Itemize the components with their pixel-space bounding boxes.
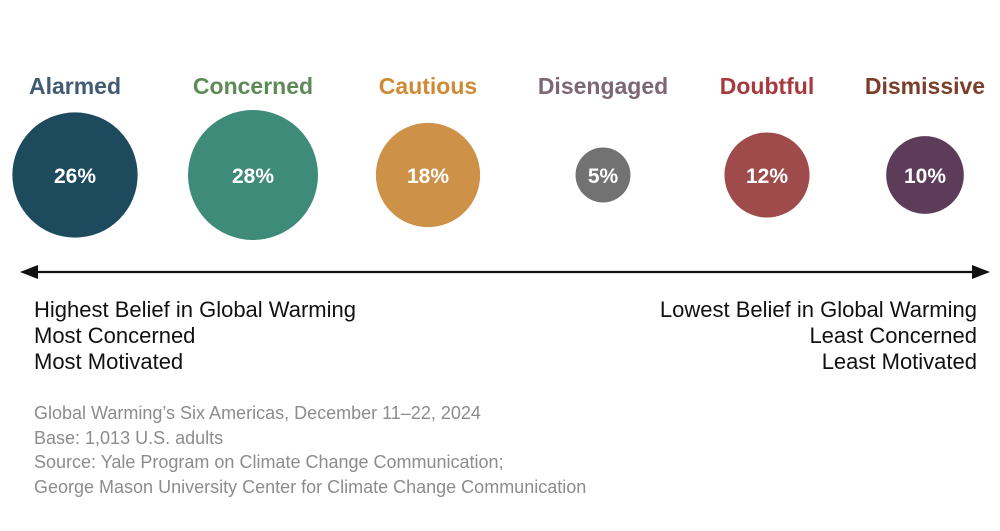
segment-bubble-dismissive [886, 136, 964, 214]
segment-label-dismissive: Dismissive [865, 73, 985, 99]
axis-right-line-3: Least Motivated [821, 349, 977, 374]
axis-right-line-2: Least Concerned [809, 323, 977, 348]
segment-bubble-disengaged [575, 147, 631, 203]
axis-right-line-1: Lowest Belief in Global Warming [659, 297, 977, 322]
axis-left-line-2: Most Concerned [34, 323, 196, 348]
segment-value-alarmed: 26% [54, 165, 96, 188]
source-line-base: Base: 1,013 U.S. adults [34, 427, 224, 448]
segment-bubble-doubtful [724, 132, 810, 218]
segment-value-disengaged: 5% [588, 165, 619, 188]
segment-label-doubtful: Doubtful [720, 73, 815, 99]
six-americas-chart: Alarmed 26% Concerned 28% Cautious 18% Disenga… [12, 73, 990, 279]
segment-bubble-alarmed [12, 112, 138, 238]
segment-value-cautious: 18% [407, 165, 449, 188]
axis-left-line-3: Most Motivated [34, 349, 184, 374]
axis-arrowhead-left [20, 265, 38, 279]
segment-value-dismissive: 10% [904, 165, 946, 188]
source-note: Global Warming’s Six Americas, December … [34, 401, 586, 499]
segment-label-cautious: Cautious [379, 73, 477, 99]
segment-label-disengaged: Disengaged [538, 73, 668, 99]
axis-left-line-1: Highest Belief in Global Warming [34, 297, 356, 322]
segments: Alarmed 26% Concerned 28% Cautious 18% Disenga… [12, 73, 985, 240]
segment-bubble-concerned [188, 110, 318, 240]
axis-left-description: Highest Belief in Global Warming Most Co… [34, 297, 356, 375]
axis-arrowhead-right [972, 265, 990, 279]
segment-label-alarmed: Alarmed [29, 73, 121, 99]
segment-value-concerned: 28% [232, 165, 274, 188]
source-line-org-1: Source: Yale Program on Climate Change C… [34, 452, 504, 472]
segment-value-doubtful: 12% [746, 165, 788, 188]
source-line-org-2: George Mason University Center for Clima… [34, 476, 587, 497]
belief-axis-arrow [20, 265, 990, 279]
segment-bubble-cautious [375, 122, 481, 228]
segment-label-concerned: Concerned [193, 73, 313, 99]
source-line-survey: Global Warming’s Six Americas, December … [34, 403, 481, 423]
axis-right-description: Lowest Belief in Global Warming Least Co… [660, 297, 977, 375]
